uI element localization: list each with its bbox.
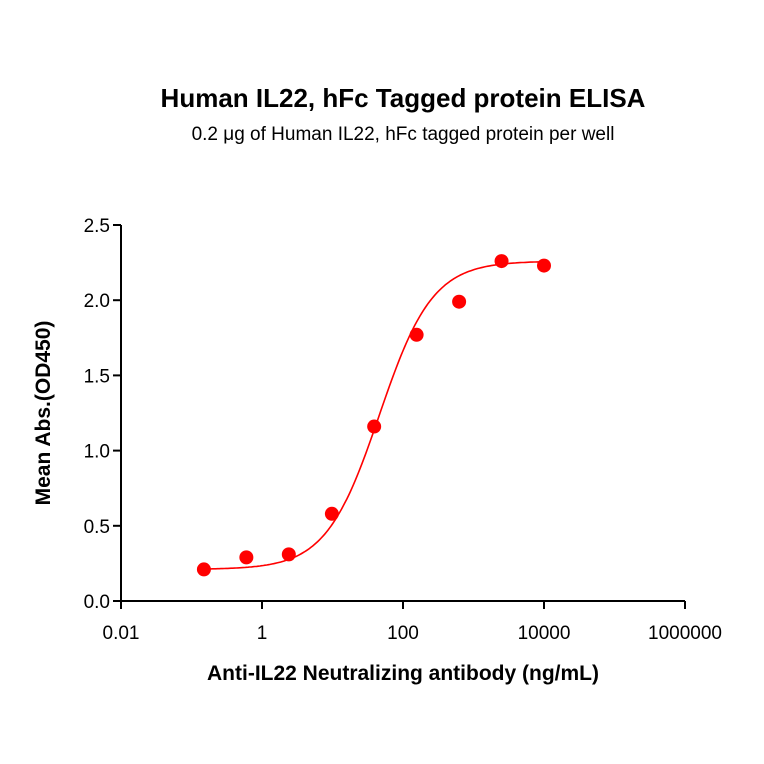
data-point [367, 419, 382, 434]
x-tick-label: 1000000 [648, 623, 722, 644]
data-point [281, 547, 296, 562]
data-point [409, 327, 424, 342]
y-tick-label: 0.0 [84, 592, 110, 613]
x-tick-label: 0.01 [103, 623, 140, 644]
y-tick-label: 2.0 [84, 291, 110, 312]
y-axis-label: Mean Abs.(OD450) [32, 321, 55, 506]
fit-curve [203, 260, 545, 570]
y-tick-label: 1.0 [84, 442, 110, 463]
data-point [537, 258, 551, 273]
chart-subtitle: 0.2 μg of Human IL22, hFc tagged protein… [192, 124, 615, 145]
x-tick-label: 10000 [518, 623, 571, 644]
y-tick-label: 1.5 [84, 366, 110, 387]
chart-title: Human IL22, hFc Tagged protein ELISA [161, 83, 646, 113]
x-tick-label: 1 [257, 623, 268, 644]
x-tick-label: 100 [387, 623, 419, 644]
data-point [324, 506, 339, 521]
data-point [452, 294, 467, 309]
data-point [239, 550, 254, 565]
data-point [494, 254, 509, 269]
data-point [196, 562, 211, 577]
x-axis-label: Anti-IL22 Neutralizing antibody (ng/mL) [207, 662, 599, 685]
y-tick-label: 0.5 [84, 517, 110, 538]
y-tick-label: 2.5 [84, 216, 110, 237]
